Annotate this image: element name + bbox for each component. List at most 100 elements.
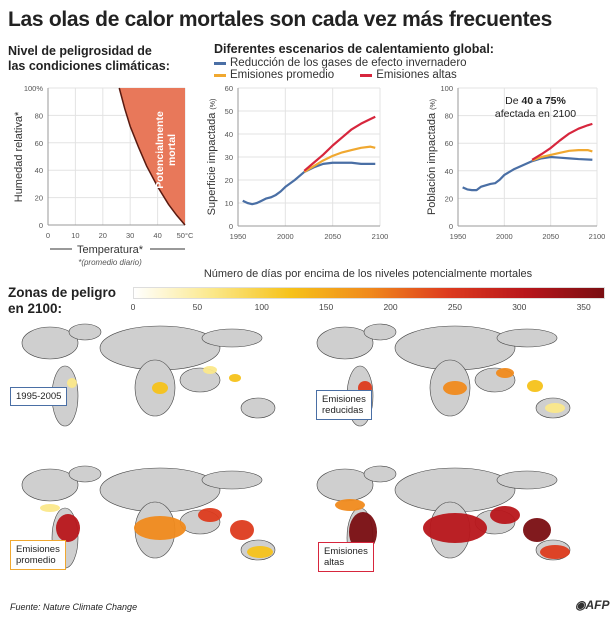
x-tick-label: 2100 [589, 232, 606, 241]
legend-swatch [214, 61, 226, 65]
label-line: Emisiones [16, 544, 60, 555]
scale-tick-label: 350 [576, 302, 591, 312]
scale-tick-label: 50 [192, 302, 203, 312]
legend-swatch [360, 73, 373, 77]
series-line [531, 149, 593, 162]
legend-item: Reducción de los gases de efecto inverna… [214, 57, 467, 69]
x-tick-label: 40 [153, 231, 161, 240]
source: Fuente: Nature Climate Change [10, 602, 138, 612]
x-tick-label: 1950 [230, 232, 247, 241]
agency-name: AFP [585, 598, 610, 612]
scenarios-heading: Diferentes escenarios de calentamiento g… [214, 42, 494, 56]
label-line: altas [324, 557, 345, 568]
legend-label: Emisiones promedio [230, 69, 335, 81]
x-tick-label: 50°C [177, 231, 194, 240]
map-label-average: Emisiones promedio [10, 540, 66, 570]
series-line [303, 145, 376, 173]
scale-tick-label: 100 [254, 302, 269, 312]
heat-zone [67, 378, 77, 388]
x-tick-label: 2000 [277, 232, 294, 241]
legend-label: Reducción de los gases de efecto inverna… [230, 57, 467, 69]
y-tick-label: 0 [39, 221, 43, 230]
annotation: De 40 a 75% [505, 95, 566, 107]
heat-zone [203, 366, 217, 374]
legend: Reducción de los gases de efecto inverna… [214, 57, 467, 81]
maps-area [21, 323, 571, 569]
legend-label: Emisiones altas [376, 69, 457, 81]
y-tick-label: 100% [24, 84, 44, 93]
world-map [21, 323, 276, 427]
color-scale-bar [133, 287, 605, 299]
label-line: Emisiones [324, 546, 368, 557]
landmass [240, 397, 276, 419]
heat-zone [443, 381, 467, 395]
x-axis-note: *(promedio diario) [78, 258, 142, 267]
legend-item: Emisiones promedio [214, 69, 334, 81]
heat-zone [545, 403, 565, 413]
maps-heading: Zonas de peligro en 2100: [8, 285, 116, 317]
y-axis-unit: (%) [210, 99, 217, 110]
charts-area: 0 20 40 60 80 100% 0 10 20 30 40 50°C Potencialmente… [13, 84, 606, 267]
heat-zone [229, 374, 241, 382]
label-line: Emisiones [322, 394, 366, 405]
x-tick-label: 30 [126, 231, 134, 240]
annotation-bold: 40 a 75% [521, 95, 566, 107]
world-map [316, 465, 571, 569]
scale-tick-label: 300 [512, 302, 527, 312]
heat-zone [134, 516, 186, 540]
y-tick-label: 60 [445, 139, 453, 148]
heat-zone [40, 504, 60, 512]
y-axis-label: Superficie impactada (%) [206, 99, 218, 216]
y-tick-label: 30 [225, 153, 233, 162]
heat-zone [490, 506, 520, 524]
y-tick-label: 20 [225, 176, 233, 185]
y-tick-label: 0 [449, 222, 453, 231]
heat-zone [247, 546, 273, 558]
landmass [21, 468, 79, 502]
scale-tick-label: 250 [447, 302, 462, 312]
y-tick-label: 20 [35, 194, 43, 203]
heat-zone [198, 508, 222, 522]
x-tick-label: 0 [46, 231, 50, 240]
scale-tick-label: 0 [130, 302, 136, 312]
map-label-high: Emisiones altas [318, 542, 374, 572]
series-line [242, 161, 376, 206]
x-tick-label: 2100 [372, 232, 389, 241]
y-tick-label: 40 [35, 166, 43, 175]
landmass [201, 328, 263, 348]
y-tick-label: 100 [440, 84, 453, 93]
region-label: Potencialmente mortal [154, 111, 178, 189]
danger-boundary [118, 87, 186, 226]
heat-zone [523, 518, 551, 542]
heading-line: Zonas de peligro [8, 285, 117, 300]
y-tick-label: 80 [445, 112, 453, 121]
landmass [316, 326, 374, 360]
x-tick-label: 10 [71, 231, 79, 240]
y-axis-label: Humedad relativa* [13, 111, 25, 202]
y-tick-label: 80 [35, 111, 43, 120]
series-line [462, 155, 593, 192]
landmass [363, 323, 397, 341]
legend-item: Emisiones altas [360, 69, 457, 81]
x-tick-label: 2000 [496, 232, 513, 241]
page-title: Las olas de calor mortales son cada vez … [8, 8, 553, 31]
y-axis-unit: (%) [430, 99, 437, 110]
heat-zone [527, 380, 543, 392]
region-label-line: mortal [166, 134, 178, 166]
map-label-baseline: 1995-2005 [10, 387, 68, 406]
region-label-line: Potencialmente [154, 111, 166, 189]
x-tick-label: 20 [99, 231, 107, 240]
landmass [68, 465, 102, 483]
heat-zone [335, 499, 365, 511]
y-tick-label: 60 [225, 84, 233, 93]
label-line: promedio [16, 555, 56, 566]
y-tick-label: 20 [445, 194, 453, 203]
map-label-reduced: Emisiones reducidas [316, 390, 372, 420]
y-tick-label: 10 [225, 199, 233, 208]
x-axis-label: Temperatura* [77, 244, 144, 256]
heat-zone [496, 368, 514, 378]
landmass [496, 470, 558, 490]
legend-swatch [214, 73, 226, 77]
landmass [21, 326, 79, 360]
afp-logo: ◉AFP [575, 598, 610, 612]
